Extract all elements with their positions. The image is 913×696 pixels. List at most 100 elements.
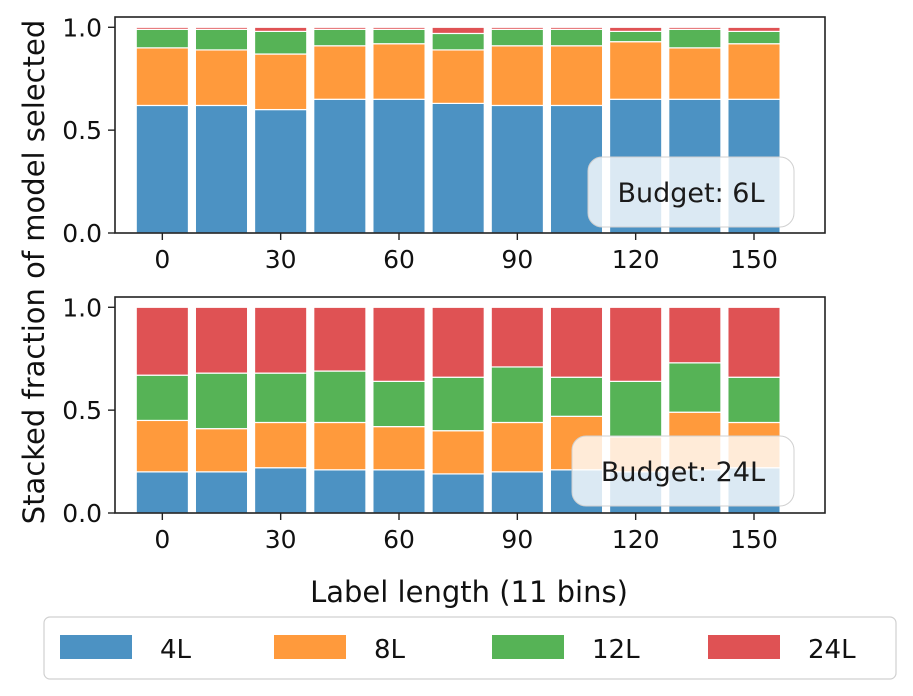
bar-segment-8L-bin-7 [490,421,545,473]
bar-segment-12L-bin-2 [194,372,249,430]
budget-badge [587,156,795,228]
bar-segment-4L-bin-5 [372,469,426,514]
bar-segment-8L-bin-8 [549,45,604,107]
x-tick-label: 150 [730,525,778,554]
legend-label-4L: 4L [160,635,192,665]
bar-segment-12L-bin-7 [490,366,545,424]
x-tick-label: 90 [501,245,533,274]
legend-swatch-8L [274,635,346,659]
bar-segment-4L-bin-1 [135,104,190,234]
bar-segment-24L-bin-3 [253,306,308,374]
legend-frame [43,616,897,680]
bar-segment-4L-bin-5 [372,98,426,234]
legend-swatch-12L [492,635,564,659]
bar-segment-24L-bin-4 [313,306,367,372]
bar-segment-24L-bin-2 [194,26,249,30]
bar-segment-24L-bin-11 [727,306,781,378]
bar-segment-4L-bin-4 [313,98,367,234]
x-tick-label: 90 [501,525,533,554]
legend-swatch-4L [60,635,132,659]
y-tick-label: 1.0 [62,13,102,42]
bar-segment-4L-bin-6 [431,102,485,234]
bar-segment-24L-bin-5 [372,26,426,30]
bar-segment-8L-bin-4 [313,45,367,100]
y-tick-label: 1.0 [62,293,102,322]
bar-segment-4L-bin-2 [194,104,249,234]
bar-segment-24L-bin-1 [135,306,190,376]
bar-segment-12L-bin-6 [431,32,485,51]
bar-segment-24L-bin-10 [668,306,722,364]
bar-segment-24L-bin-10 [668,26,722,30]
bar-segment-8L-bin-2 [194,49,249,107]
bar-segment-24L-bin-6 [431,306,485,378]
bar-segment-8L-bin-5 [372,43,426,100]
budget-label: Budget: 24L [601,457,765,488]
x-tick-label: 120 [612,245,660,274]
bar-segment-8L-bin-3 [253,53,308,111]
bar-segment-24L-bin-2 [194,306,249,374]
x-tick-label: 30 [265,245,297,274]
x-tick-label: 60 [383,245,415,274]
bar-segment-12L-bin-5 [372,380,426,428]
bar-segment-12L-bin-9 [608,380,663,438]
bar-segment-8L-bin-6 [431,430,485,475]
y-tick-label: 0.0 [62,499,102,528]
bar-segment-12L-bin-1 [135,374,190,422]
x-axis-label: Label length (11 bins) [310,575,628,609]
bar-segment-24L-bin-7 [490,306,545,368]
bar-segment-12L-bin-1 [135,28,190,49]
bar-segment-24L-bin-3 [253,26,308,33]
bar-segment-24L-bin-7 [490,26,545,30]
bar-segment-8L-bin-1 [135,47,190,107]
x-tick-label: 0 [154,525,170,554]
x-tick-label: 30 [265,525,297,554]
legend-label-8L: 8L [374,635,406,665]
bar-segment-24L-bin-6 [431,26,485,35]
bar-segment-4L-bin-7 [490,471,545,514]
bar-segment-12L-bin-4 [313,370,367,424]
y-tick-label: 0.5 [62,396,102,425]
bar-segment-12L-bin-11 [727,376,781,424]
bar-segment-12L-bin-10 [668,28,722,49]
bar-segment-4L-bin-6 [431,473,485,514]
legend-swatch-24L [708,635,780,659]
bar-segment-4L-bin-3 [253,108,308,234]
bar-segment-8L-bin-1 [135,419,190,473]
bar-segment-8L-bin-6 [431,49,485,105]
bar-segment-4L-bin-7 [490,104,545,234]
bar-segment-8L-bin-3 [253,421,308,469]
budget-label: Budget: 6L [617,178,764,209]
x-tick-label: 150 [730,245,778,274]
bar-segment-4L-bin-3 [253,467,308,514]
bar-segment-8L-bin-5 [372,426,426,471]
bar-segment-4L-bin-1 [135,471,190,514]
bar-segment-12L-bin-7 [490,28,545,47]
bar-segment-4L-bin-4 [313,469,367,514]
bar-segment-24L-bin-8 [549,26,604,30]
y-axis-label: Stacked fraction of model selected [17,20,51,524]
bar-segment-8L-bin-4 [313,421,367,471]
bar-segment-4L-bin-2 [194,471,249,514]
bar-segment-8L-bin-10 [668,47,722,100]
legend: 4L 8L 12L 24L [43,616,897,680]
bar-segment-12L-bin-8 [549,376,604,417]
bar-segment-24L-bin-9 [608,26,663,33]
bar-segment-24L-bin-5 [372,306,426,382]
chart-panel-2: Budget: 24L 0.0 0.5 1.0 0 30 60 90 120 150 [62,293,826,554]
y-tick-label: 0.0 [62,219,102,248]
legend-label-24L: 24L [808,635,856,665]
bar-segment-8L-bin-2 [194,428,249,473]
chart-panel-1: Budget: 6L 0.0 0.5 1.0 0 30 60 90 120 150 [62,13,826,274]
bar-segment-24L-bin-9 [608,306,663,382]
bar-segment-12L-bin-8 [549,28,604,47]
bar-segment-8L-bin-7 [490,45,545,107]
axes-frame [114,296,826,514]
bar-segment-12L-bin-9 [608,30,663,43]
bar-segment-24L-bin-8 [549,306,604,378]
bar-segment-24L-bin-4 [313,26,367,30]
axes-frame [114,16,826,234]
bar-segment-12L-bin-4 [313,28,367,47]
bar-segment-24L-bin-1 [135,26,190,30]
x-tick-label: 60 [383,525,415,554]
